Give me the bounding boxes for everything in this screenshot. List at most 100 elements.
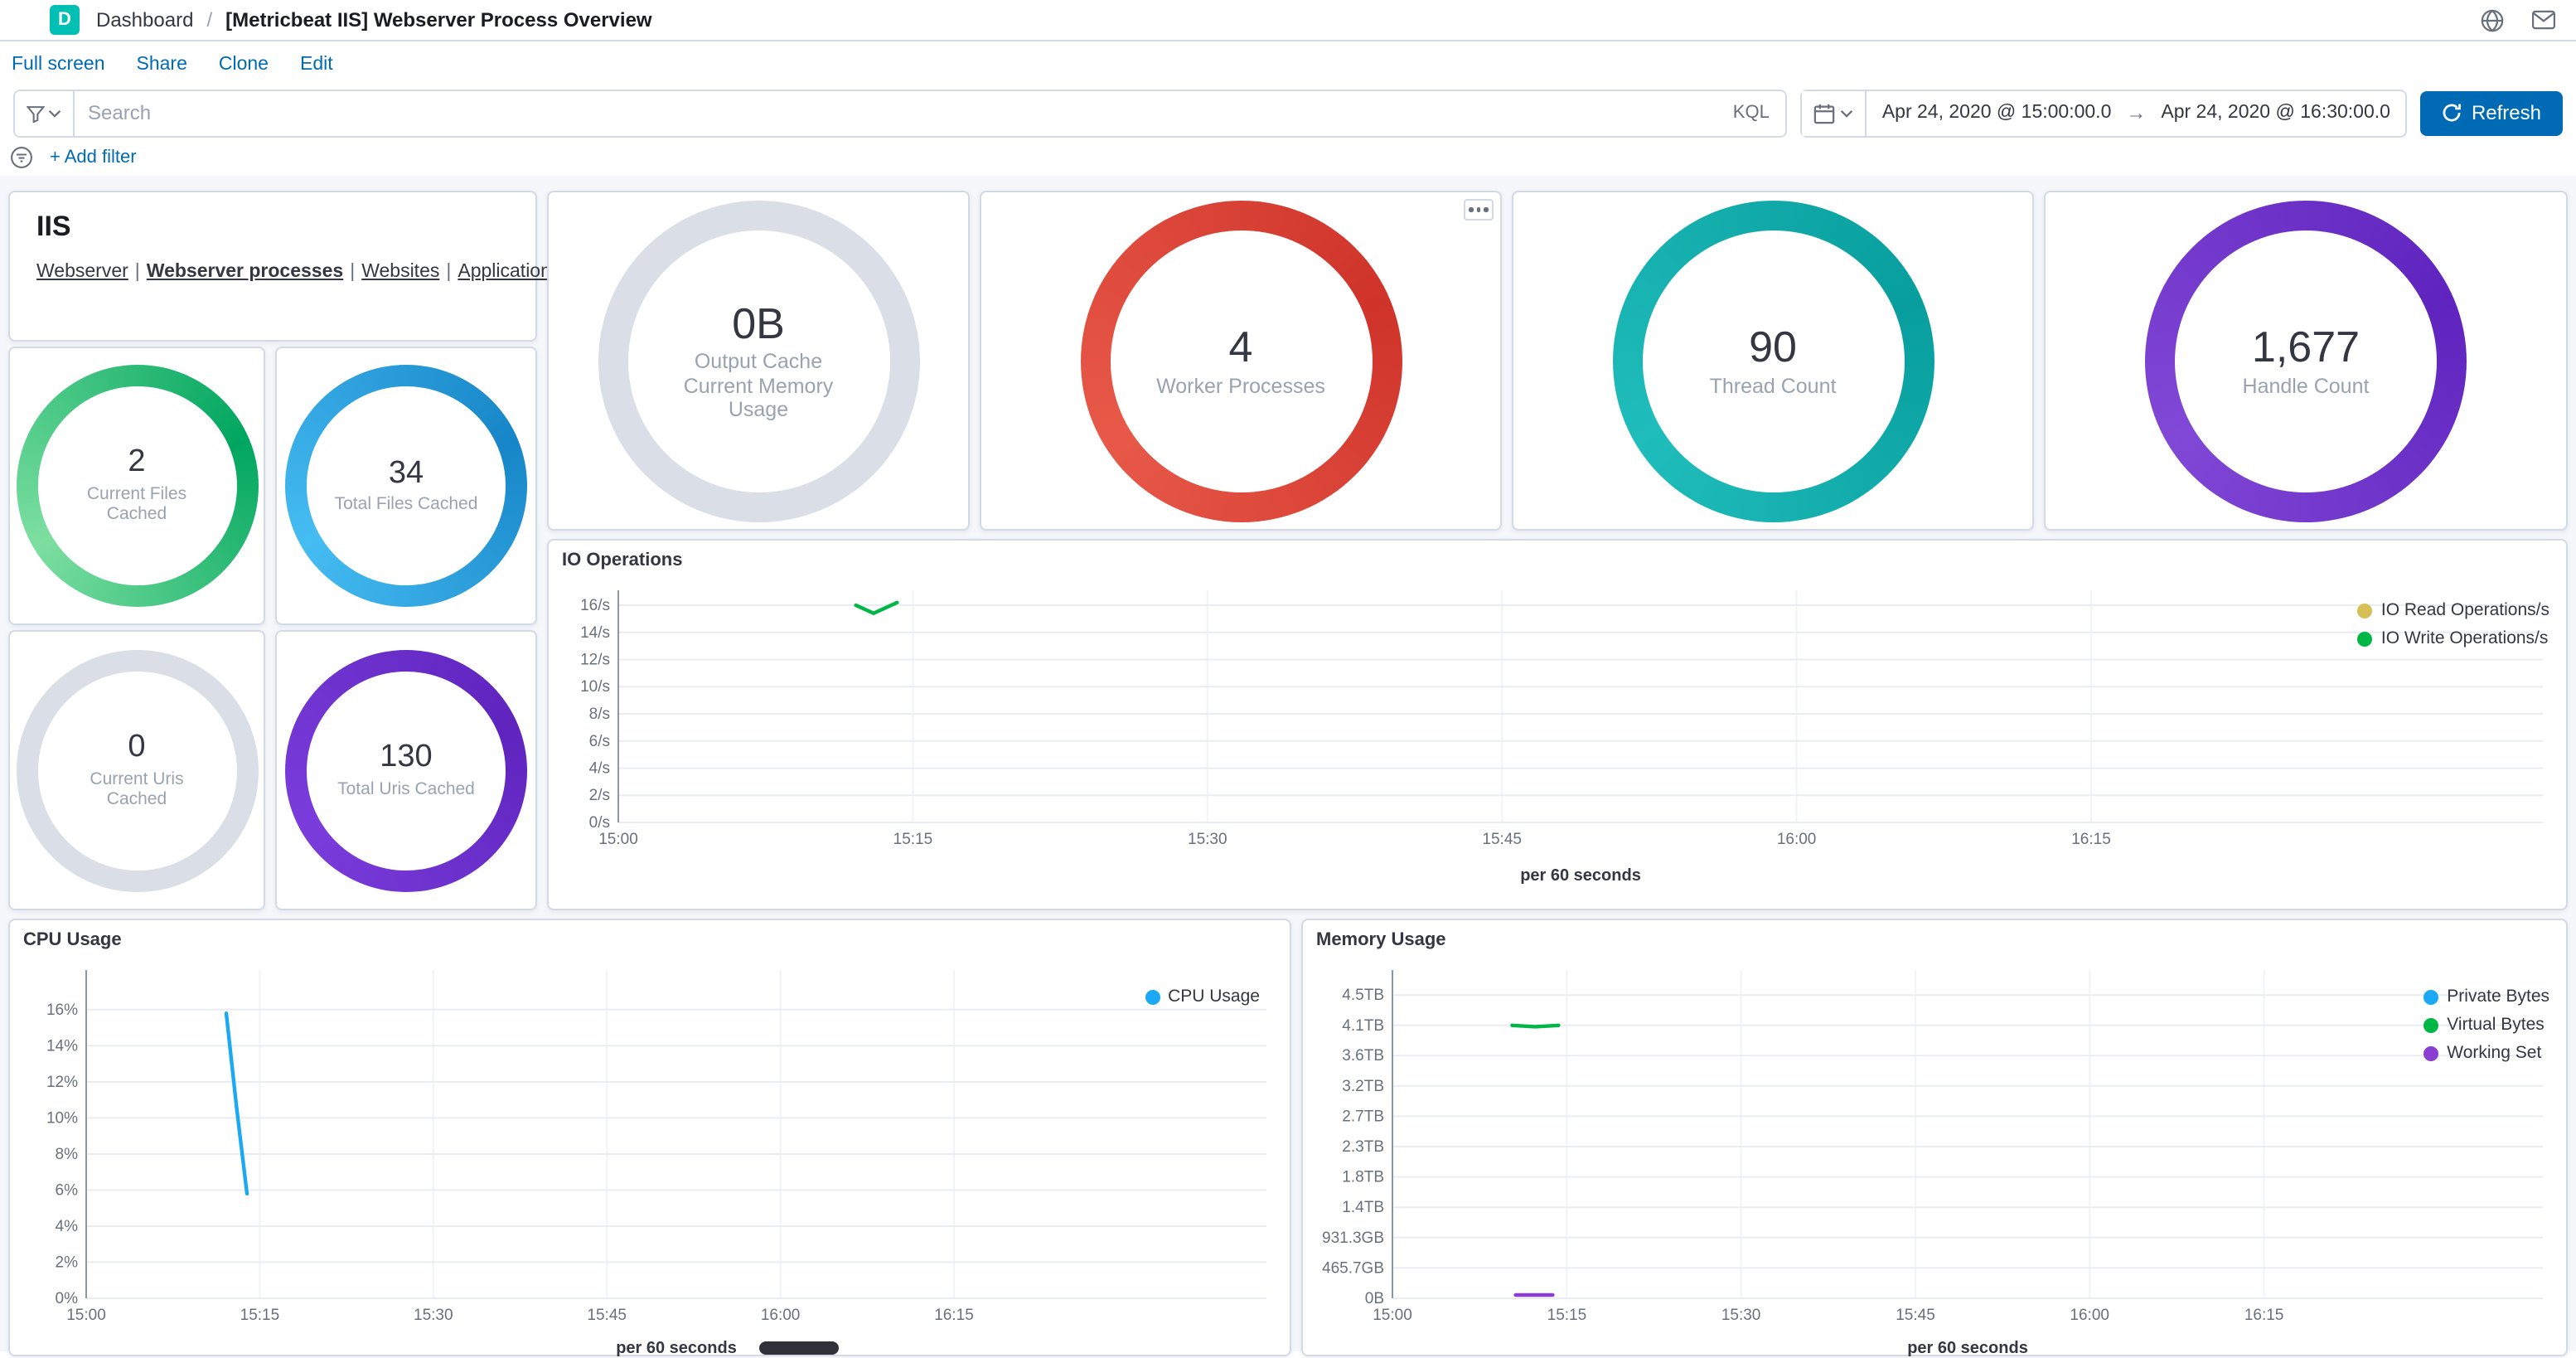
gauge-label: Total Files Cached [334, 494, 478, 515]
breadcrumb: Dashboard / [Metricbeat IIS] Webserver P… [96, 8, 652, 32]
filter-options-icon[interactable] [10, 146, 33, 169]
y-tick-label: 4.1TB [1342, 1017, 1384, 1035]
saved-query-menu-button[interactable] [15, 90, 75, 135]
y-tick-label: 8/s [589, 706, 610, 723]
dashboard-grid: IIS Webserver | Webserver processes | Websit… [0, 176, 2576, 1357]
gauge-hole: 4 Worker Processes [1110, 230, 1372, 492]
x-axis-label: per 60 seconds [616, 1339, 737, 1357]
legend-item-working-set[interactable]: Working Set [2423, 1043, 2541, 1063]
legend-dot [2423, 1017, 2439, 1032]
gauge-ring-worker-processes: 4 Worker Processes [1080, 200, 1402, 521]
iis-link-webserver[interactable]: Webserver [36, 262, 128, 282]
legend-dot [2357, 603, 2373, 618]
panel-options-button[interactable] [1464, 199, 1494, 221]
panel-cpu-usage: CPU Usage 0% 2% 4% 6% 8% 10% 12% 14% 16% 15:00 15:… [8, 919, 1291, 1358]
io-operations-chart[interactable]: 0/s 2/s 4/s 6/s 8/s 10/s 12/s 14/s 16/s 15:00 15:1… [562, 570, 2556, 885]
y-tick-label: 10/s [580, 678, 610, 696]
y-tick-label: 4.5TB [1342, 987, 1384, 1004]
refresh-icon [2443, 104, 2461, 122]
gauge-value: 90 [1749, 322, 1797, 372]
legend-item-io-read-operations-s[interactable]: IO Read Operations/s [2357, 600, 2549, 620]
breadcrumb-dashboard[interactable]: Dashboard [96, 8, 194, 32]
filter-row: + Add filter [0, 138, 2576, 177]
query-row: KQL Apr 24, 2020 @ 15:00:00.0 → Apr 24, … [0, 88, 2576, 138]
start-date-button[interactable]: Apr 24, 2020 @ 15:00:00.0 [1867, 103, 2127, 123]
kql-selector[interactable]: KQL [1732, 103, 1770, 123]
gauge-value: 1,677 [2251, 322, 2361, 372]
share-link[interactable]: Share [136, 55, 187, 75]
gauge-ring-total-files-cached: 34 Total Files Cached [285, 365, 527, 607]
y-tick-label: 2/s [589, 787, 610, 804]
y-tick-label: 4% [56, 1218, 79, 1235]
y-tick-label: 2.7TB [1342, 1108, 1384, 1125]
end-date-button[interactable]: Apr 24, 2020 @ 16:30:00.0 [2146, 103, 2405, 123]
calendar-dropdown-button[interactable] [1802, 90, 1867, 135]
memory-usage-chart[interactable]: 0B 465.7GB 931.3GB 1.4TB 1.8TB 2.3TB 2.7TB 3.2T… [1316, 950, 2556, 1358]
x-tick-label: 15:00 [598, 831, 638, 848]
gauge-hole: 34 Total Files Cached [307, 386, 506, 585]
link-separator: | [350, 262, 356, 282]
y-tick-label: 3.6TB [1342, 1047, 1384, 1065]
x-tick-label: 15:45 [1482, 831, 1522, 848]
help-icon[interactable] [2480, 7, 2505, 32]
panel-thread-count: 90 Thread Count [1512, 191, 2034, 531]
gauge-ring-handle-count: 1,677 Handle Count [2145, 200, 2467, 521]
gauge-value: 0 [128, 729, 146, 764]
x-tick-label: 15:45 [587, 1307, 627, 1324]
gauge-hole: 0 Current Uris Cached [37, 671, 236, 870]
refresh-button[interactable]: Refresh [2419, 90, 2563, 135]
y-tick-label: 465.7GB [1322, 1259, 1384, 1277]
chart-title-cpu-usage: CPU Usage [23, 930, 122, 950]
x-tick-label: 15:45 [1896, 1307, 1935, 1324]
panel-current-files-cached: 2 Current Files Cached [8, 347, 265, 625]
breadcrumb-separator: / [206, 8, 213, 32]
gauge-value: 2 [128, 444, 146, 480]
gauge-value: 4 [1228, 322, 1253, 372]
newsfeed-email-icon[interactable] [2531, 10, 2556, 30]
panel-total-uris-cached: 130 Total Uris Cached [275, 630, 537, 910]
link-separator: | [446, 262, 452, 282]
kibana-logo[interactable]: D [50, 5, 80, 35]
chevron-down-icon [1841, 109, 1854, 117]
x-tick-label: 16:00 [1777, 831, 1817, 848]
gauge-label: Worker Processes [1156, 374, 1325, 398]
cpu-usage-chart[interactable]: 0% 2% 4% 6% 8% 10% 12% 14% 16% 15:00 15:15 15:30 15:… [23, 950, 1280, 1358]
gauge-label: Current Files Cached [86, 484, 187, 525]
gauge-ring-current-uris-cached: 0 Current Uris Cached [16, 649, 258, 891]
edit-link[interactable]: Edit [300, 55, 333, 75]
panel-memory-usage: Memory Usage 0B 465.7GB 931.3GB 1.4TB 1.8TB 2… [1301, 919, 2568, 1358]
x-tick-label: 15:30 [1188, 831, 1227, 848]
iis-title: IIS [36, 211, 71, 242]
iis-links: Webserver | Webserver processes | Websites | A… [36, 262, 604, 282]
calendar-icon [1814, 103, 1836, 124]
y-tick-label: 10% [46, 1109, 78, 1127]
legend-dot [1145, 989, 1160, 1004]
add-filter-button[interactable]: + Add filter [50, 148, 137, 167]
cpu-usage-legend: CPU Usage [1145, 987, 1260, 1006]
iis-link-websites[interactable]: Websites [361, 262, 440, 282]
x-tick-label: 15:15 [1547, 1307, 1587, 1324]
gauge-value: 130 [380, 740, 433, 775]
gauge-hole: 90 Thread Count [1642, 230, 1904, 492]
legend-item-cpu-usage[interactable]: CPU Usage [1145, 987, 1260, 1006]
search-input[interactable] [75, 101, 1717, 124]
refresh-label: Refresh [2471, 101, 2541, 124]
full-screen-link[interactable]: Full screen [12, 55, 105, 75]
gauge-label: Total Uris Cached [337, 778, 475, 799]
clone-link[interactable]: Clone [218, 55, 269, 75]
gauge-value: 0B [732, 298, 785, 348]
gauge-hole: 130 Total Uris Cached [307, 671, 506, 870]
link-separator: | [134, 262, 140, 282]
horizontal-scrollbar-thumb[interactable] [759, 1341, 839, 1355]
gauge-ring-total-uris-cached: 130 Total Uris Cached [285, 649, 527, 891]
gauge-hole: 0B Output Cache Current Memory Usage [627, 230, 889, 492]
legend-item-io-write-operations-s[interactable]: IO Write Operations/s [2357, 628, 2548, 648]
y-tick-label: 4/s [589, 760, 610, 778]
legend-item-virtual-bytes[interactable]: Virtual Bytes [2423, 1015, 2545, 1035]
iis-link-webserver-processes[interactable]: Webserver processes [146, 262, 344, 282]
gauge-label: Output Cache Current Memory Usage [683, 350, 834, 421]
chart-title-memory-usage: Memory Usage [1316, 930, 1446, 950]
x-tick-label: 16:15 [934, 1307, 974, 1324]
legend-item-private-bytes[interactable]: Private Bytes [2423, 987, 2549, 1006]
gauge-value: 34 [388, 455, 424, 491]
